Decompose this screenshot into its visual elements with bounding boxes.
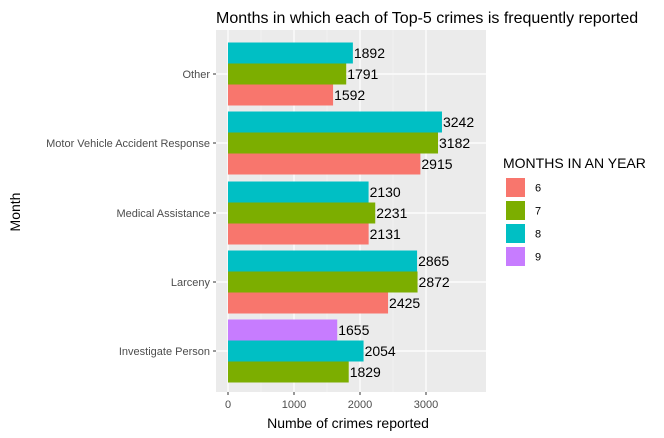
legend-key bbox=[506, 178, 525, 197]
bars bbox=[228, 42, 442, 383]
bar bbox=[228, 361, 349, 383]
data-label: 3182 bbox=[439, 135, 470, 151]
legend-label: 6 bbox=[535, 183, 541, 195]
data-label: 1829 bbox=[350, 364, 381, 380]
data-label: 2915 bbox=[421, 156, 452, 172]
bar bbox=[228, 42, 353, 64]
data-label: 2872 bbox=[419, 274, 450, 290]
x-tick-label: 1000 bbox=[282, 399, 306, 411]
data-label: 2425 bbox=[389, 295, 420, 311]
bar bbox=[228, 63, 347, 85]
bar bbox=[228, 292, 389, 314]
bar bbox=[228, 340, 364, 362]
legend-key bbox=[506, 247, 525, 266]
data-label: 2131 bbox=[370, 226, 401, 242]
x-tick-label: 3000 bbox=[414, 399, 438, 411]
y-tick-label: Investigate Person bbox=[119, 346, 210, 358]
data-label: 2054 bbox=[365, 343, 396, 359]
y-tick-label: Motor Vehicle Accident Response bbox=[46, 138, 210, 150]
bar bbox=[228, 111, 442, 133]
y-tick-label: Larceny bbox=[171, 277, 211, 289]
data-label: 1892 bbox=[354, 45, 385, 61]
x-tick-label: 0 bbox=[225, 399, 231, 411]
legend-key bbox=[506, 224, 525, 243]
legend-title: MONTHS IN AN YEAR bbox=[503, 155, 646, 171]
bar bbox=[228, 153, 421, 175]
data-label: 1655 bbox=[338, 322, 369, 338]
x-tick-label: 2000 bbox=[348, 399, 372, 411]
data-label: 1592 bbox=[334, 87, 365, 103]
legend-label: 8 bbox=[535, 229, 541, 241]
bar bbox=[228, 181, 369, 203]
y-axis-title: Month bbox=[7, 193, 23, 232]
legend-key bbox=[506, 201, 525, 220]
bar bbox=[228, 319, 338, 341]
bar bbox=[228, 84, 334, 106]
legend-label: 9 bbox=[535, 252, 541, 264]
x-axis-title: Numbe of crimes reported bbox=[267, 415, 429, 431]
bar bbox=[228, 132, 439, 154]
bar bbox=[228, 223, 369, 245]
data-labels: 1892 1791 1592 3242 3182 2915 2130 2231 2131 2865… bbox=[334, 45, 474, 380]
data-label: 2130 bbox=[370, 184, 401, 200]
bar bbox=[228, 250, 418, 272]
y-tick-label: Other bbox=[182, 69, 210, 81]
data-label: 1791 bbox=[347, 66, 378, 82]
axes: Other Motor Vehicle Accident Response Medi… bbox=[46, 69, 438, 411]
y-tick-label: Medical Assistance bbox=[116, 208, 210, 220]
data-label: 2231 bbox=[376, 205, 407, 221]
data-label: 2865 bbox=[418, 253, 449, 269]
legend-label: 7 bbox=[535, 206, 541, 218]
legend: MONTHS IN AN YEAR 6 7 8 9 bbox=[503, 155, 646, 266]
bar bbox=[228, 271, 418, 293]
data-label: 3242 bbox=[443, 114, 474, 130]
chart-title: Months in which each of Top-5 crimes is … bbox=[216, 10, 638, 27]
bar bbox=[228, 202, 376, 224]
